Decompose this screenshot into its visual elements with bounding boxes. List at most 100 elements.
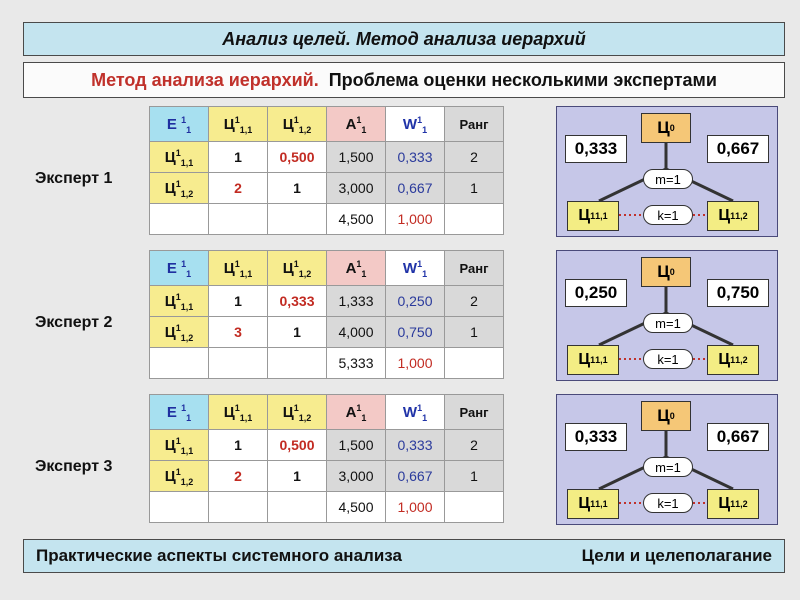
total-empty-2 (208, 203, 268, 235)
header-expert-cell: E 11 (149, 394, 209, 430)
row-label-goal-1-2: Ц11,2 (149, 316, 209, 348)
matrix-total-row: 4,500 1,000 (149, 491, 504, 523)
header-w: W11 (385, 106, 445, 142)
footer-left: Практические аспекты системного анализа (36, 546, 402, 565)
row-label-goal-1-2: Ц11,2 (149, 172, 209, 204)
row-label-goal-1-2: Ц11,2 (149, 460, 209, 492)
cell-w-1: 0,250 (385, 285, 445, 317)
relation-oval: k=1 (643, 493, 693, 513)
cell-rank-1: 2 (444, 285, 504, 317)
weight-left: 0,333 (565, 423, 627, 451)
level-count-oval: m=1 (643, 169, 693, 189)
row-label-goal-1-1: Ц11,1 (149, 285, 209, 317)
total-empty-3 (267, 347, 327, 379)
header-rank: Ранг (444, 106, 504, 142)
header-expert-cell: E 11 (149, 106, 209, 142)
cell-rank-2: 1 (444, 172, 504, 204)
cell-1-2: 0,500 (267, 141, 327, 173)
footer-right: Цели и целеполагание (581, 546, 772, 565)
header-goal-1-2: Ц11,2 (267, 106, 327, 142)
leaf-goal-1-1: Ц 1 1,1 (567, 345, 619, 375)
weight-right: 0,750 (707, 279, 769, 307)
header-goal-1-2: Ц11,2 (267, 394, 327, 430)
cell-a-1: 1,333 (326, 285, 386, 317)
slide-title: Анализ целей. Метод анализа иерархий (23, 22, 785, 56)
comparison-matrix: E 11 Ц11,1 Ц11,2 A11 W11 Ранг Ц11,1 1 0,… (149, 394, 504, 523)
cell-2-2: 1 (267, 172, 327, 204)
cell-1-1: 1 (208, 285, 268, 317)
header-a: A11 (326, 250, 386, 286)
matrix-total-row: 4,500 1,000 (149, 203, 504, 235)
level-count-oval: m=1 (643, 457, 693, 477)
cell-w-2: 0,667 (385, 172, 445, 204)
matrix-header-row: E 11 Ц11,1 Ц11,2 A11 W11 Ранг (149, 106, 504, 142)
leaf-goal-1-2: Ц 1 1,2 (707, 345, 759, 375)
cell-a-1: 1,500 (326, 429, 386, 461)
relation-oval: k=1 (643, 205, 693, 225)
cell-2-1: 3 (208, 316, 268, 348)
total-empty-4 (444, 347, 504, 379)
cell-rank-1: 2 (444, 141, 504, 173)
total-empty-2 (208, 491, 268, 523)
total-w: 1,000 (385, 203, 445, 235)
subtitle-accent: Метод анализа иерархий. (91, 69, 319, 90)
comparison-matrix: E 11 Ц11,1 Ц11,2 A11 W11 Ранг Ц11,1 1 0,… (149, 106, 504, 235)
header-expert-cell: E 11 (149, 250, 209, 286)
expert-label: Эксперт 1 (35, 170, 113, 187)
cell-2-1: 2 (208, 460, 268, 492)
level-count-oval: m=1 (643, 313, 693, 333)
total-a: 4,500 (326, 491, 386, 523)
header-rank: Ранг (444, 250, 504, 286)
header-w: W11 (385, 250, 445, 286)
header-rank: Ранг (444, 394, 504, 430)
cell-w-2: 0,750 (385, 316, 445, 348)
cell-1-1: 1 (208, 141, 268, 173)
row-label-goal-1-1: Ц11,1 (149, 429, 209, 461)
header-goal-1-1: Ц11,1 (208, 106, 268, 142)
cell-w-1: 0,333 (385, 141, 445, 173)
total-w: 1,000 (385, 491, 445, 523)
expert-label: Эксперт 3 (35, 458, 113, 475)
total-empty-1 (149, 203, 209, 235)
total-a: 5,333 (326, 347, 386, 379)
cell-a-1: 1,500 (326, 141, 386, 173)
leaf-goal-1-1: Ц 1 1,1 (567, 489, 619, 519)
matrix-row-1: Ц11,1 1 0,333 1,333 0,250 2 (149, 285, 504, 317)
header-goal-1-2: Ц11,2 (267, 250, 327, 286)
leaf-goal-1-1: Ц 1 1,1 (567, 201, 619, 231)
total-empty-2 (208, 347, 268, 379)
weight-right: 0,667 (707, 423, 769, 451)
cell-w-1: 0,333 (385, 429, 445, 461)
leaf-goal-1-2: Ц 1 1,2 (707, 201, 759, 231)
leaf-goal-1-2: Ц 1 1,2 (707, 489, 759, 519)
slide-subtitle: Метод анализа иерархий. Проблема оценки … (23, 62, 785, 98)
cell-1-1: 1 (208, 429, 268, 461)
total-a: 4,500 (326, 203, 386, 235)
total-empty-3 (267, 491, 327, 523)
total-empty-3 (267, 203, 327, 235)
total-empty-1 (149, 347, 209, 379)
cell-rank-2: 1 (444, 316, 504, 348)
cell-2-2: 1 (267, 460, 327, 492)
header-a: A11 (326, 394, 386, 430)
cell-2-2: 1 (267, 316, 327, 348)
matrix-row-1: Ц11,1 1 0,500 1,500 0,333 2 (149, 429, 504, 461)
matrix-total-row: 5,333 1,000 (149, 347, 504, 379)
total-empty-1 (149, 491, 209, 523)
matrix-row-2: Ц11,2 2 1 3,000 0,667 1 (149, 460, 504, 492)
subtitle-text: Проблема оценки несколькими экспертами (328, 69, 717, 90)
cell-rank-1: 2 (444, 429, 504, 461)
header-goal-1-1: Ц11,1 (208, 250, 268, 286)
matrix-header-row: E 11 Ц11,1 Ц11,2 A11 W11 Ранг (149, 250, 504, 286)
cell-1-2: 0,333 (267, 285, 327, 317)
comparison-matrix: E 11 Ц11,1 Ц11,2 A11 W11 Ранг Ц11,1 1 0,… (149, 250, 504, 379)
matrix-row-1: Ц11,1 1 0,500 1,500 0,333 2 (149, 141, 504, 173)
row-label-goal-1-1: Ц11,1 (149, 141, 209, 173)
expert-label: Эксперт 2 (35, 314, 113, 331)
relation-oval: k=1 (643, 349, 693, 369)
